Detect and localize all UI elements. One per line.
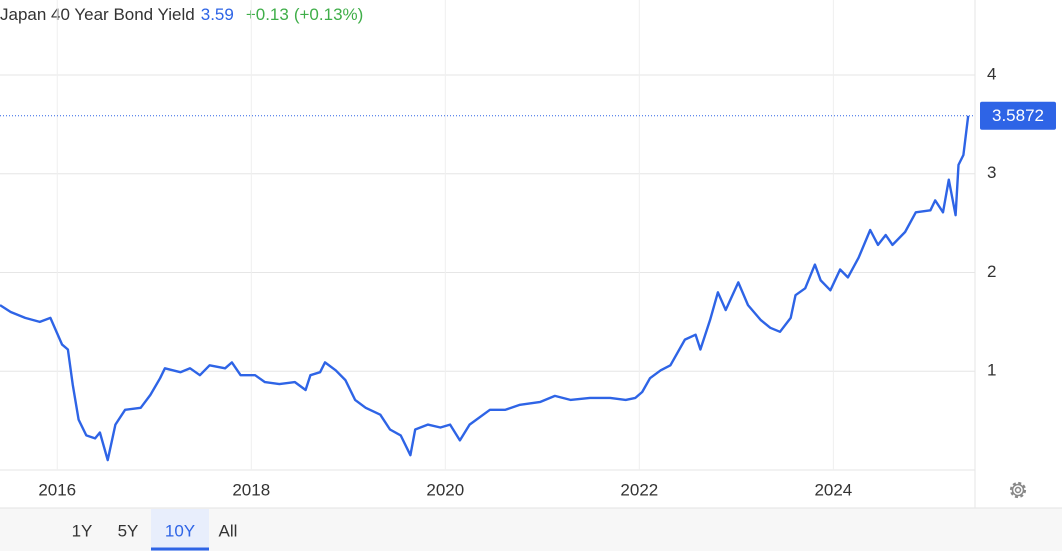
y-tick-label: 2 <box>987 262 996 281</box>
y-tick-label: 3 <box>987 163 996 182</box>
title-text: Japan 40 Year Bond Yield <box>0 5 195 24</box>
y-tick-label: 1 <box>987 361 996 380</box>
range-button-bg <box>151 509 209 551</box>
x-tick-label: 2020 <box>426 480 464 499</box>
x-tick-label: 2018 <box>232 480 270 499</box>
x-tick-label: 2016 <box>38 480 76 499</box>
range-button[interactable]: 5Y <box>118 521 139 540</box>
current-value-badge <box>980 101 1056 130</box>
y-tick-label: 4 <box>987 64 996 83</box>
header-value: 3.59 <box>201 5 234 24</box>
x-tick-label: 2022 <box>620 480 658 499</box>
title: Japan 40 Year Bond Yield 3.59 +0.13 (+0.13%… <box>0 5 363 24</box>
range-button[interactable]: 1Y <box>72 521 93 540</box>
line-series <box>0 115 970 462</box>
change-pct: (+0.13%) <box>294 5 363 24</box>
current-value-label: 3.5872 <box>992 106 1044 125</box>
change: +0.13 <box>246 5 289 24</box>
x-tick-label: 2024 <box>814 480 852 499</box>
range-button[interactable]: All <box>219 521 238 540</box>
range-button[interactable]: 10Y <box>165 521 195 540</box>
settings-icon[interactable] <box>1009 481 1027 499</box>
